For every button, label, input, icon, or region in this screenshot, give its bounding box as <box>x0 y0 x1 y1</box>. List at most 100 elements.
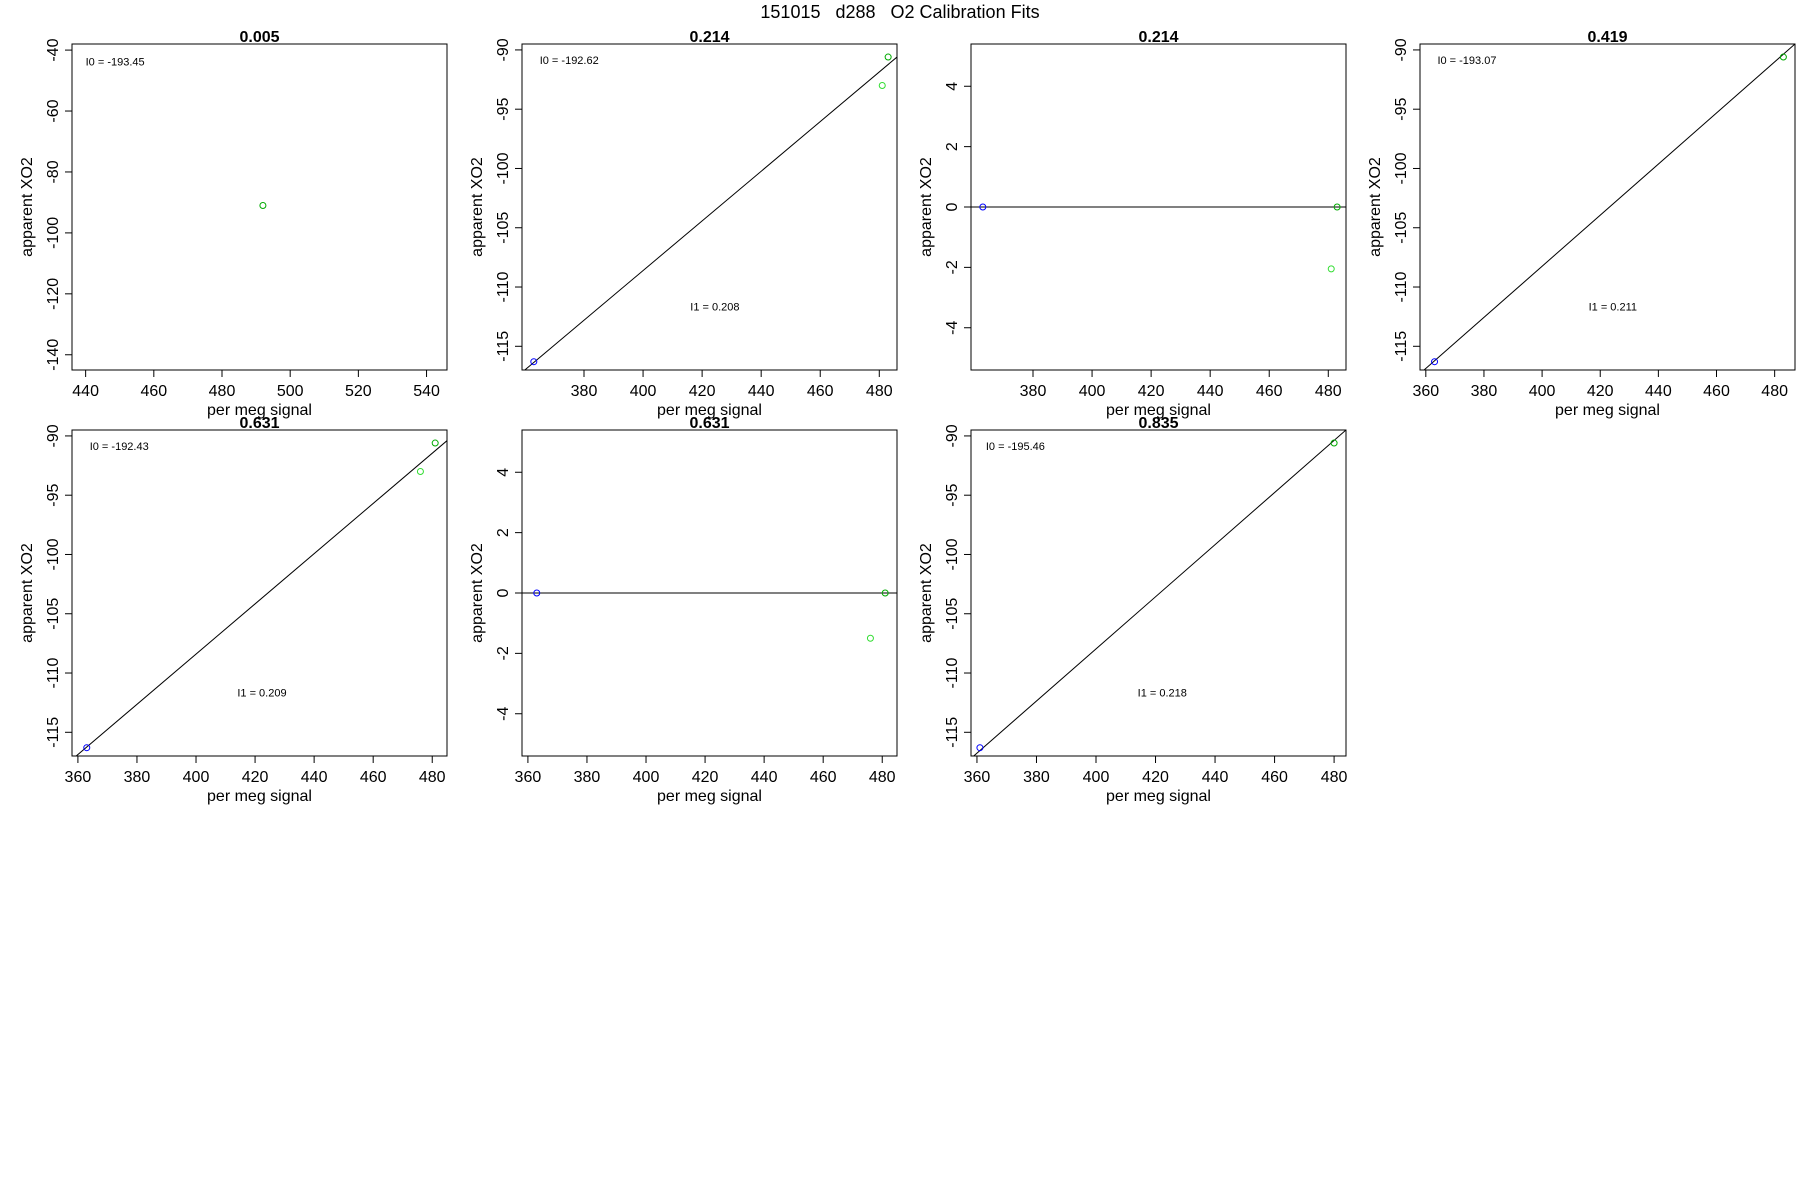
data-point <box>979 203 987 211</box>
data-point <box>259 201 267 209</box>
y-tick-label: -100 <box>45 538 62 570</box>
y-tick-label: -140 <box>45 339 62 371</box>
data-point <box>533 589 541 597</box>
panel-7: 0.835 360 380 400 420 440 460 480 -90 -95 -100 -105… <box>918 415 1348 805</box>
fit-annotation: I1 = 0.208 <box>690 302 739 314</box>
x-tick-label: 400 <box>1083 769 1110 786</box>
fit-annotation: I0 = -192.62 <box>540 55 599 67</box>
x-tick-label: 360 <box>65 769 92 786</box>
fit-annotation: I1 = 0.209 <box>237 688 286 700</box>
x-tick-label: 400 <box>1529 383 1556 400</box>
y-tick-label: -110 <box>1393 272 1410 303</box>
x-tick-label: 440 <box>1645 383 1672 400</box>
y-tick-label: -110 <box>45 658 62 689</box>
y-tick-label: -115 <box>944 717 961 748</box>
fit-line <box>972 430 1346 756</box>
x-tick-label: 420 <box>1142 769 1169 786</box>
y-axis-label: apparent XO2 <box>19 157 36 257</box>
x-tick-label: 460 <box>1261 769 1288 786</box>
data-point <box>1431 358 1439 366</box>
x-tick-label: 420 <box>689 383 716 400</box>
x-tick-label: 460 <box>1256 383 1283 400</box>
x-tick-label: 380 <box>1471 383 1498 400</box>
x-tick-label: 480 <box>869 769 896 786</box>
y-tick-label: -115 <box>495 331 512 362</box>
y-tick-label: -110 <box>495 272 512 303</box>
data-point <box>1779 53 1787 61</box>
x-tick-label: 400 <box>633 769 660 786</box>
y-tick-label: -90 <box>944 424 961 447</box>
y-tick-label: -105 <box>495 212 512 244</box>
panel-title: 0.419 <box>1587 29 1627 46</box>
panel-title: 0.835 <box>1138 415 1178 432</box>
y-tick-label: 4 <box>944 82 961 91</box>
y-tick-label: -105 <box>45 598 62 630</box>
data-point <box>83 744 91 752</box>
x-tick-label: 480 <box>1321 769 1348 786</box>
fit-annotation: I1 = 0.218 <box>1138 688 1187 700</box>
x-axis-label: per meg signal <box>207 402 312 419</box>
x-tick-label: 400 <box>1079 383 1106 400</box>
x-axis-label: per meg signal <box>657 402 762 419</box>
y-tick-label: -4 <box>944 321 961 335</box>
x-tick-label: 400 <box>183 769 210 786</box>
x-tick-label: 400 <box>630 383 657 400</box>
x-tick-label: 420 <box>1587 383 1614 400</box>
x-tick-label: 480 <box>866 383 893 400</box>
y-tick-label: -120 <box>45 278 62 310</box>
x-tick-label: 500 <box>277 383 304 400</box>
panel-title: 0.214 <box>1138 29 1178 46</box>
x-tick-label: 420 <box>242 769 269 786</box>
data-point <box>878 81 886 89</box>
y-tick-label: -100 <box>45 217 62 249</box>
y-tick-label: -95 <box>944 484 961 507</box>
panel-title: 0.005 <box>239 29 279 46</box>
fit-annotation: I1 = 0.211 <box>1589 302 1637 314</box>
x-axis-label: per meg signal <box>207 788 312 805</box>
y-tick-label: -90 <box>45 424 62 447</box>
x-tick-label: 460 <box>1703 383 1730 400</box>
fit-line <box>75 440 447 756</box>
y-tick-label: -60 <box>45 99 62 122</box>
x-tick-label: 460 <box>140 383 167 400</box>
fit-line <box>524 56 897 370</box>
x-tick-label: 480 <box>419 769 446 786</box>
y-tick-label: -105 <box>944 598 961 630</box>
panel-4: 0.419 360 380 400 420 440 460 480 -90 -95 -100 -105… <box>1367 29 1796 419</box>
plot-frame <box>71 43 448 371</box>
y-tick-label: -90 <box>495 38 512 61</box>
fit-line <box>1423 44 1795 370</box>
x-tick-label: 480 <box>1761 383 1788 400</box>
y-axis-label: apparent XO2 <box>469 157 486 257</box>
x-tick-label: 440 <box>748 383 775 400</box>
y-tick-label: -95 <box>495 98 512 121</box>
x-tick-label: 420 <box>1138 383 1165 400</box>
x-tick-label: 440 <box>1197 383 1224 400</box>
panel-5: 0.631 360 380 400 420 440 460 480 -90 -95 -100 -105… <box>19 415 448 805</box>
x-tick-label: 520 <box>345 383 372 400</box>
data-point <box>1327 265 1335 273</box>
y-tick-label: -100 <box>495 152 512 184</box>
data-point <box>884 53 892 61</box>
y-axis-label: apparent XO2 <box>1367 157 1384 257</box>
y-axis-label: apparent XO2 <box>918 543 935 643</box>
y-tick-label: -115 <box>1393 331 1410 362</box>
x-axis-label: per meg signal <box>1555 402 1660 419</box>
data-point <box>1333 203 1341 211</box>
fit-annotation: I0 = -192.43 <box>90 441 149 453</box>
data-point <box>431 439 439 447</box>
fit-annotation: I0 = -195.46 <box>986 441 1045 453</box>
y-tick-label: -90 <box>1393 38 1410 61</box>
y-axis-label: apparent XO2 <box>918 157 935 257</box>
y-tick-label: 2 <box>495 528 512 537</box>
x-tick-label: 380 <box>574 769 601 786</box>
y-tick-label: 2 <box>944 142 961 151</box>
x-tick-label: 380 <box>124 769 151 786</box>
plot-frame <box>521 43 898 371</box>
y-tick-label: -95 <box>1393 98 1410 121</box>
data-point <box>866 634 874 642</box>
x-tick-label: 480 <box>209 383 236 400</box>
plot-frame <box>71 429 448 757</box>
